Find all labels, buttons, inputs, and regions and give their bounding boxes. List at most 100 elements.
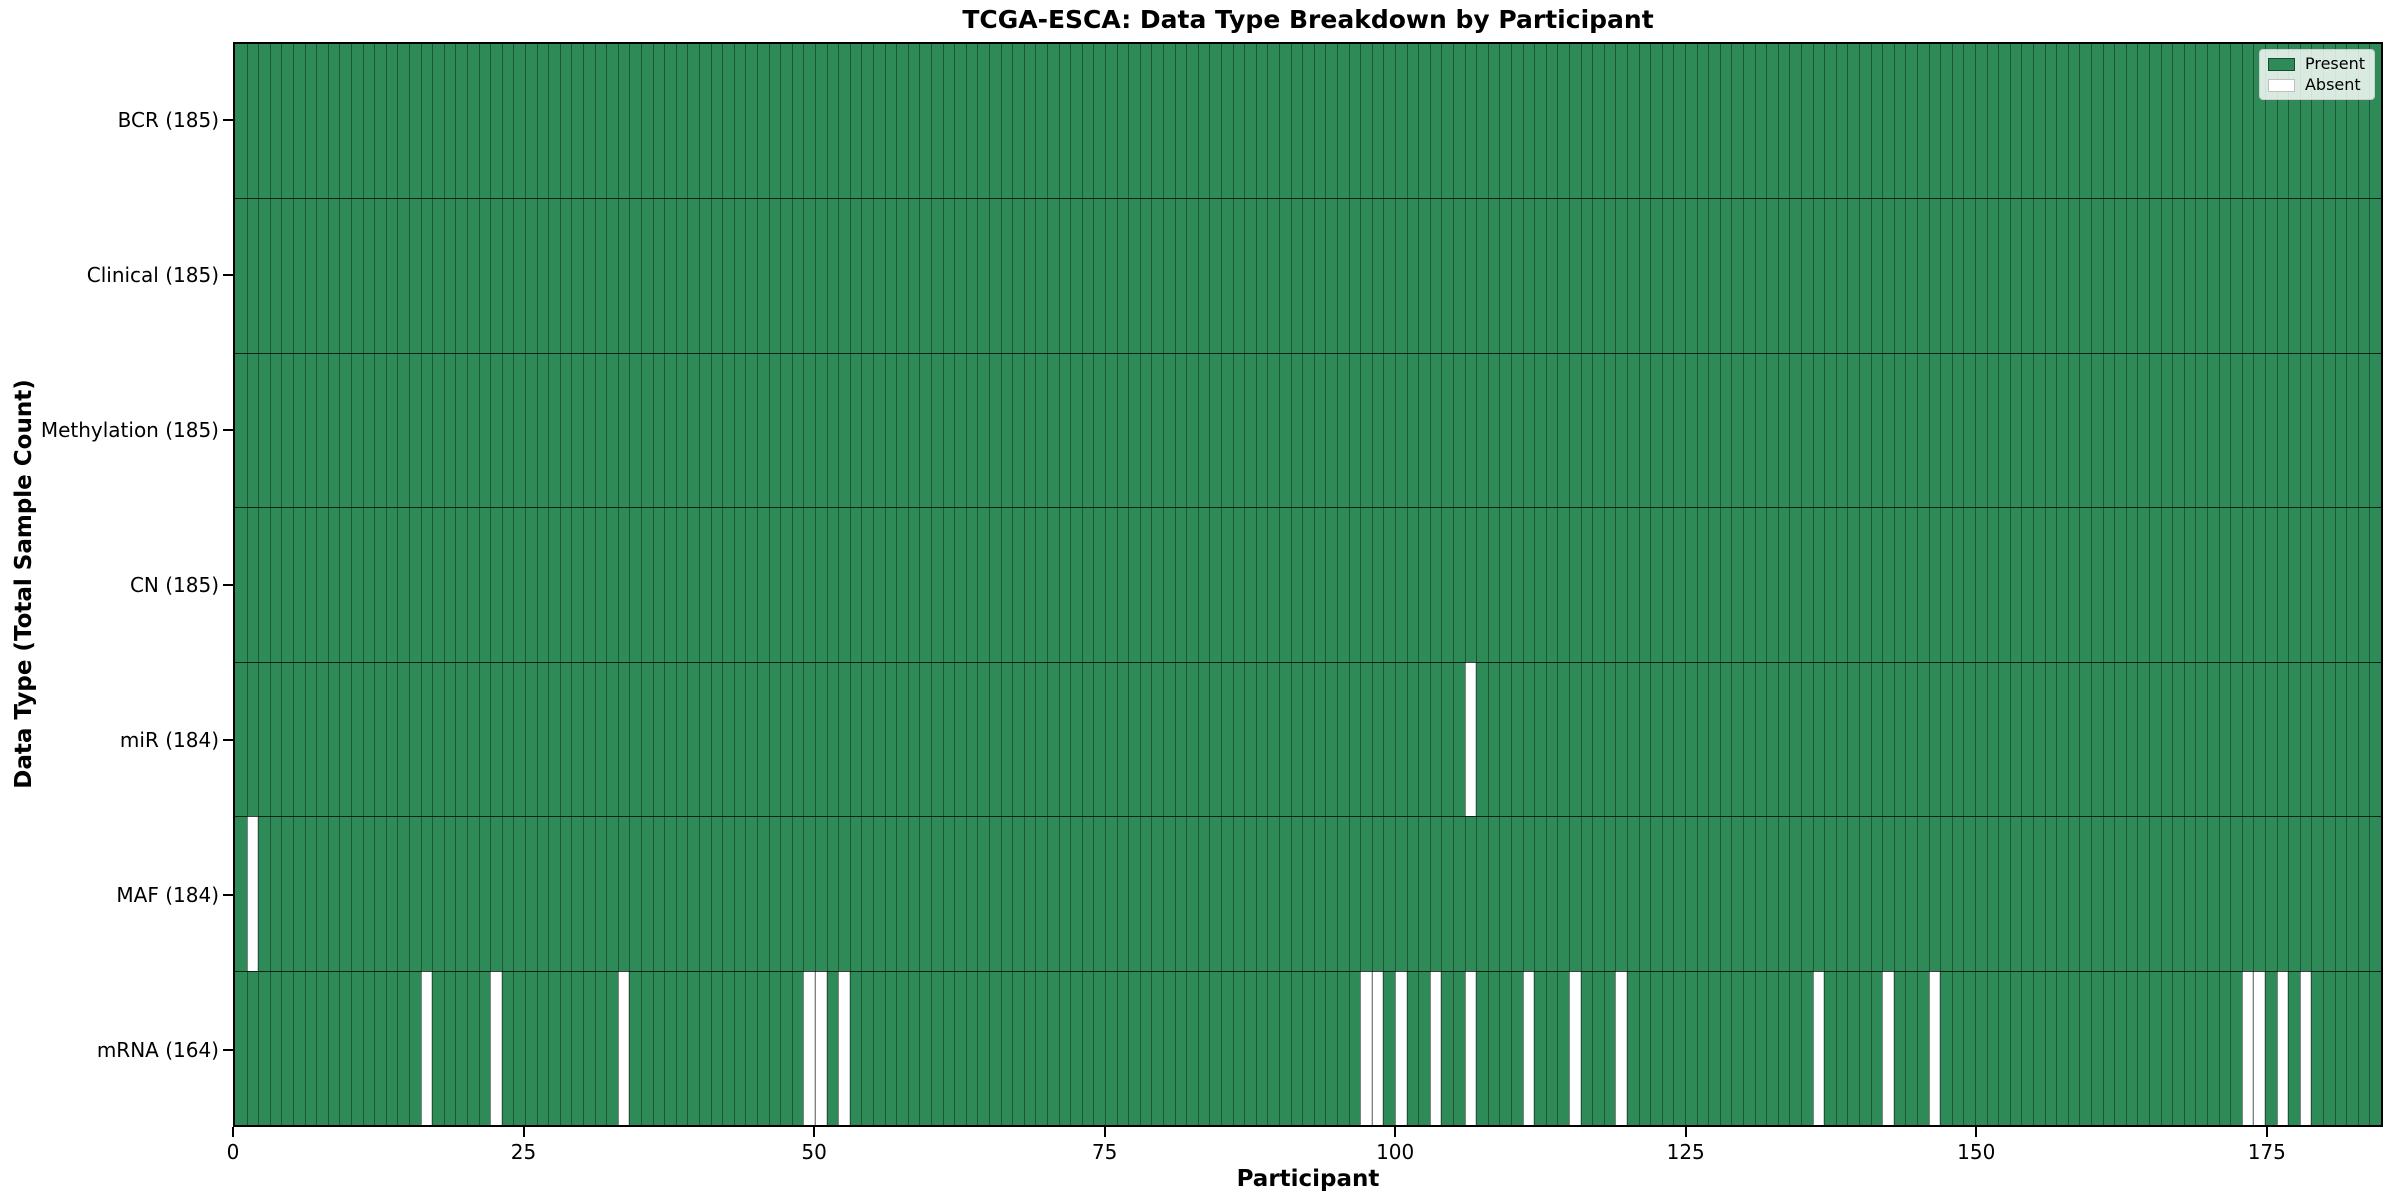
legend-label: Present [2304,54,2365,73]
cell-edge-line [374,44,376,1125]
cell-edge-line [965,44,967,1125]
cell-edge-line [1406,44,1408,1125]
cell-edge-line [1615,44,1617,1125]
cell-edge-line [757,44,758,1125]
cell-edge-line [1545,44,1547,1125]
cell-edge-line [652,44,654,1125]
cell-edge-line [1290,44,1292,1125]
absent-cell-MAF-1 [246,816,259,971]
cell-edge-line [1951,44,1953,1125]
cell-edge-line [2056,44,2058,1125]
x-tick-label-125: 125 [1666,1140,1705,1164]
cell-edge-line [269,44,271,1125]
cell-edge-line [1221,44,1222,1125]
cell-edge-line [710,44,712,1125]
absent-cell-miR-106 [1464,661,1477,817]
cell-edge-line [687,44,689,1125]
cell-edge-line [1801,44,1802,1125]
cell-edge-line [1499,44,1501,1125]
cell-edge-line [1835,44,1837,1125]
cell-edge-line [1197,44,1199,1125]
x-tick-mark [813,1127,816,1137]
cell-edge-line [768,44,770,1125]
x-tick-mark [1103,1127,1106,1137]
absent-cell-mRNA-33 [617,970,630,1125]
cell-edge-line [2218,44,2220,1125]
cell-edge-line [1592,44,1594,1125]
cell-edge-line [258,44,260,1125]
cell-edge-line [1476,44,1478,1125]
cell-edge-line [327,44,329,1125]
cell-edge-line [281,44,283,1125]
legend-swatch-present [2267,57,2295,71]
x-tick-label-100: 100 [1376,1140,1415,1164]
cell-edge-line [2323,44,2324,1125]
cell-edge-line [362,44,364,1125]
absent-cell-mRNA-103 [1429,970,1442,1125]
cell-edge-line [1047,44,1048,1125]
y-tick-label-mRNA: mRNA (164) [96,1037,219,1062]
y-tick-label-Methylation: Methylation (185) [40,417,219,442]
absent-cell-mRNA-97 [1360,970,1372,1125]
cell-edge-line [919,44,921,1125]
cell-edge-line [1105,44,1106,1125]
cell-edge-line [989,44,990,1125]
y-tick-label-BCR: BCR (185) [117,107,219,132]
row-divider-line [235,198,2381,200]
cell-edge-line [1360,44,1362,1125]
cell-edge-line [1267,44,1269,1125]
cell-edge-line [2195,44,2197,1125]
x-tick-mark [2265,1127,2268,1137]
cell-edge-line [1244,44,1246,1125]
cell-edge-line [1337,44,1338,1125]
cell-edge-line [246,44,248,1125]
cell-edge-line [1128,44,1130,1125]
cell-edge-line [501,44,503,1125]
cell-edge-line [548,44,550,1125]
cell-edge-line [1395,44,1396,1125]
y-tick-mark [223,893,233,896]
cell-edge-line [1255,44,1257,1125]
cell-edge-line [861,44,863,1125]
cell-edge-line [513,44,515,1125]
cell-edge-line [803,44,805,1125]
cell-edge-line [1116,44,1118,1125]
cell-edge-line [559,44,561,1125]
cell-edge-line [1186,44,1188,1125]
x-axis-label: Participant [1236,1166,1380,1192]
cell-edge-line [1023,44,1025,1125]
cell-edge-line [2044,44,2046,1125]
x-tick-label-25: 25 [510,1140,537,1164]
plot-area: Present Absent [233,42,2383,1127]
cell-edge-line [2033,44,2034,1125]
cell-edge-line [351,44,352,1125]
cell-edge-line [1777,44,1779,1125]
cell-edge-line [931,44,932,1125]
cell-edge-line [1638,44,1640,1125]
cell-edge-line [1534,44,1536,1125]
y-tick-label-MAF: MAF (184) [116,882,219,907]
cell-edge-line [1209,44,1211,1125]
cell-edge-line [2265,44,2266,1125]
row-divider-line [235,507,2381,509]
absent-cell-mRNA-52 [838,970,850,1125]
cell-edge-line [1012,44,1014,1125]
cell-edge-line [1719,44,1721,1125]
absent-cell-mRNA-136 [1812,970,1825,1125]
absent-cell-mRNA-22 [490,970,502,1125]
cell-edge-line [1824,44,1826,1125]
cell-edge-line [1000,44,1002,1125]
cell-edge-line [675,44,677,1125]
legend: Present Absent [2258,49,2375,100]
cell-edge-line [2079,44,2081,1125]
cell-edge-line [2334,44,2336,1125]
cell-edge-line [2276,44,2278,1125]
cell-edge-line [1557,44,1559,1125]
cell-edge-line [2114,44,2116,1125]
cell-edge-line [1928,44,1930,1125]
absent-cell-mRNA-174 [2253,970,2265,1125]
cell-edge-line [2207,44,2208,1125]
cell-edge-line [1325,44,1327,1125]
cell-edge-line [1371,44,1373,1125]
cell-edge-line [629,44,631,1125]
